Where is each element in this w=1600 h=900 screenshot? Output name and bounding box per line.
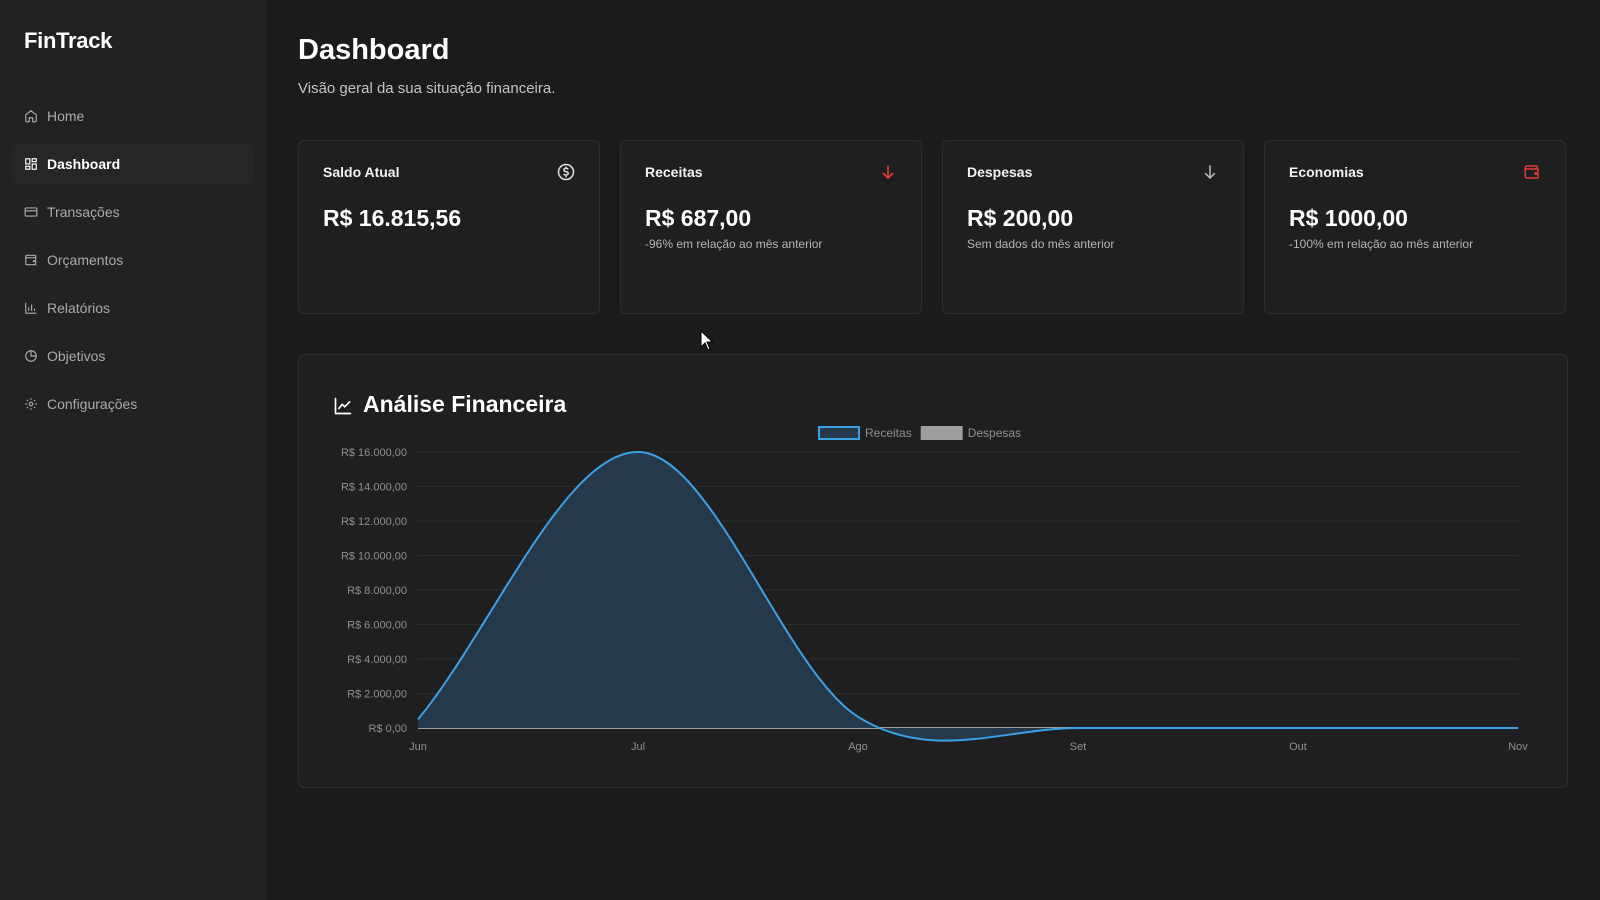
pie-chart-icon <box>24 349 38 363</box>
sidebar-nav: Home Dashboard Transações Orçamentos Rel… <box>12 96 254 432</box>
chart-card: R$ 0,00 R$ 2.000,00 R$ 4.000,00 R$ 6.000,00… <box>298 354 1568 788</box>
mouse-cursor-icon <box>700 330 714 351</box>
legend-swatch <box>818 426 860 440</box>
card-note: -96% em relação ao mês anterior <box>645 237 823 251</box>
sidebar-item-orcamentos[interactable]: Orçamentos <box>12 240 254 280</box>
wallet-icon <box>24 253 38 267</box>
card-title: Despesas <box>967 164 1033 180</box>
sidebar-item-label: Transações <box>47 204 120 220</box>
legend-label: Receitas <box>865 426 912 440</box>
y-tick-label: R$ 2.000,00 <box>347 689 407 701</box>
card-title: Saldo Atual <box>323 164 400 180</box>
card-note: Sem dados do mês anterior <box>967 237 1115 251</box>
gear-icon <box>24 397 38 411</box>
sidebar-item-label: Configurações <box>47 396 138 412</box>
chart-title: Análise Financeira <box>363 391 567 417</box>
page-title: Dashboard <box>298 34 450 66</box>
y-tick-label: R$ 12.000,00 <box>341 516 407 528</box>
card-receitas: Receitas R$ 687,00 -96% em relação ao mê… <box>620 140 922 314</box>
card-title: Receitas <box>645 164 703 180</box>
x-tick-label: Jun <box>409 741 427 753</box>
sidebar-item-home[interactable]: Home <box>12 96 254 136</box>
card-saldo-atual: Saldo Atual R$ 16.815,56 <box>298 140 600 314</box>
sidebar-item-transacoes[interactable]: Transações <box>12 192 254 232</box>
wallet-icon <box>1523 163 1541 181</box>
card-value: R$ 687,00 <box>645 205 752 231</box>
card-icon <box>24 205 38 219</box>
brand-logo[interactable]: FinTrack <box>24 28 113 53</box>
arrow-down-icon <box>1201 163 1219 181</box>
y-tick-label: R$ 16.000,00 <box>341 447 407 459</box>
x-tick-label: Ago <box>848 741 868 753</box>
card-value: R$ 200,00 <box>967 205 1074 231</box>
y-tick-label: R$ 10.000,00 <box>341 551 407 563</box>
arrow-down-icon <box>879 163 897 181</box>
y-tick-label: R$ 8.000,00 <box>347 585 407 597</box>
x-tick-label: Jul <box>631 741 645 753</box>
card-title: Economias <box>1289 164 1364 180</box>
card-despesas: Despesas R$ 200,00 Sem dados do mês ante… <box>942 140 1244 314</box>
legend-label: Despesas <box>968 426 1021 440</box>
home-icon <box>24 109 38 123</box>
sidebar-item-label: Home <box>47 108 85 124</box>
sidebar-item-relatorios[interactable]: Relatórios <box>12 288 254 328</box>
sidebar-item-label: Orçamentos <box>47 252 124 268</box>
card-value: R$ 1000,00 <box>1289 205 1408 231</box>
financial-chart[interactable]: R$ 0,00 R$ 2.000,00 R$ 4.000,00 R$ 6.000,00… <box>299 355 1569 789</box>
sidebar-item-label: Objetivos <box>47 348 106 364</box>
y-tick-label: R$ 14.000,00 <box>341 482 407 494</box>
series-area-receitas <box>418 452 1518 741</box>
y-tick-label: R$ 0,00 <box>368 723 407 735</box>
sidebar-item-label: Dashboard <box>47 156 121 172</box>
y-tick-label: R$ 6.000,00 <box>347 620 407 632</box>
card-value: R$ 16.815,56 <box>323 205 462 231</box>
dollar-circle-icon <box>557 163 575 181</box>
card-economias: Economias R$ 1000,00 -100% em relação ao… <box>1264 140 1566 314</box>
bar-chart-icon <box>24 301 38 315</box>
grid-icon <box>24 157 38 171</box>
legend-swatch <box>920 426 963 440</box>
sidebar-item-objetivos[interactable]: Objetivos <box>12 336 254 376</box>
page-subtitle: Visão geral da sua situação financeira. <box>298 80 556 97</box>
chart-heading: Análise Financeira <box>333 391 566 418</box>
x-tick-label: Out <box>1289 741 1307 753</box>
x-tick-label: Nov <box>1508 741 1528 753</box>
sidebar-item-label: Relatórios <box>47 300 111 316</box>
line-chart-icon <box>333 395 353 415</box>
y-tick-label: R$ 4.000,00 <box>347 654 407 666</box>
sidebar: FinTrack Home Dashboard Transações Orçam… <box>0 0 266 900</box>
series-line-receitas <box>417 450 1518 742</box>
sidebar-item-configuracoes[interactable]: Configurações <box>12 384 254 424</box>
sidebar-item-dashboard[interactable]: Dashboard <box>12 144 254 184</box>
card-note: -100% em relação ao mês anterior <box>1289 237 1474 251</box>
x-tick-label: Set <box>1070 741 1087 753</box>
